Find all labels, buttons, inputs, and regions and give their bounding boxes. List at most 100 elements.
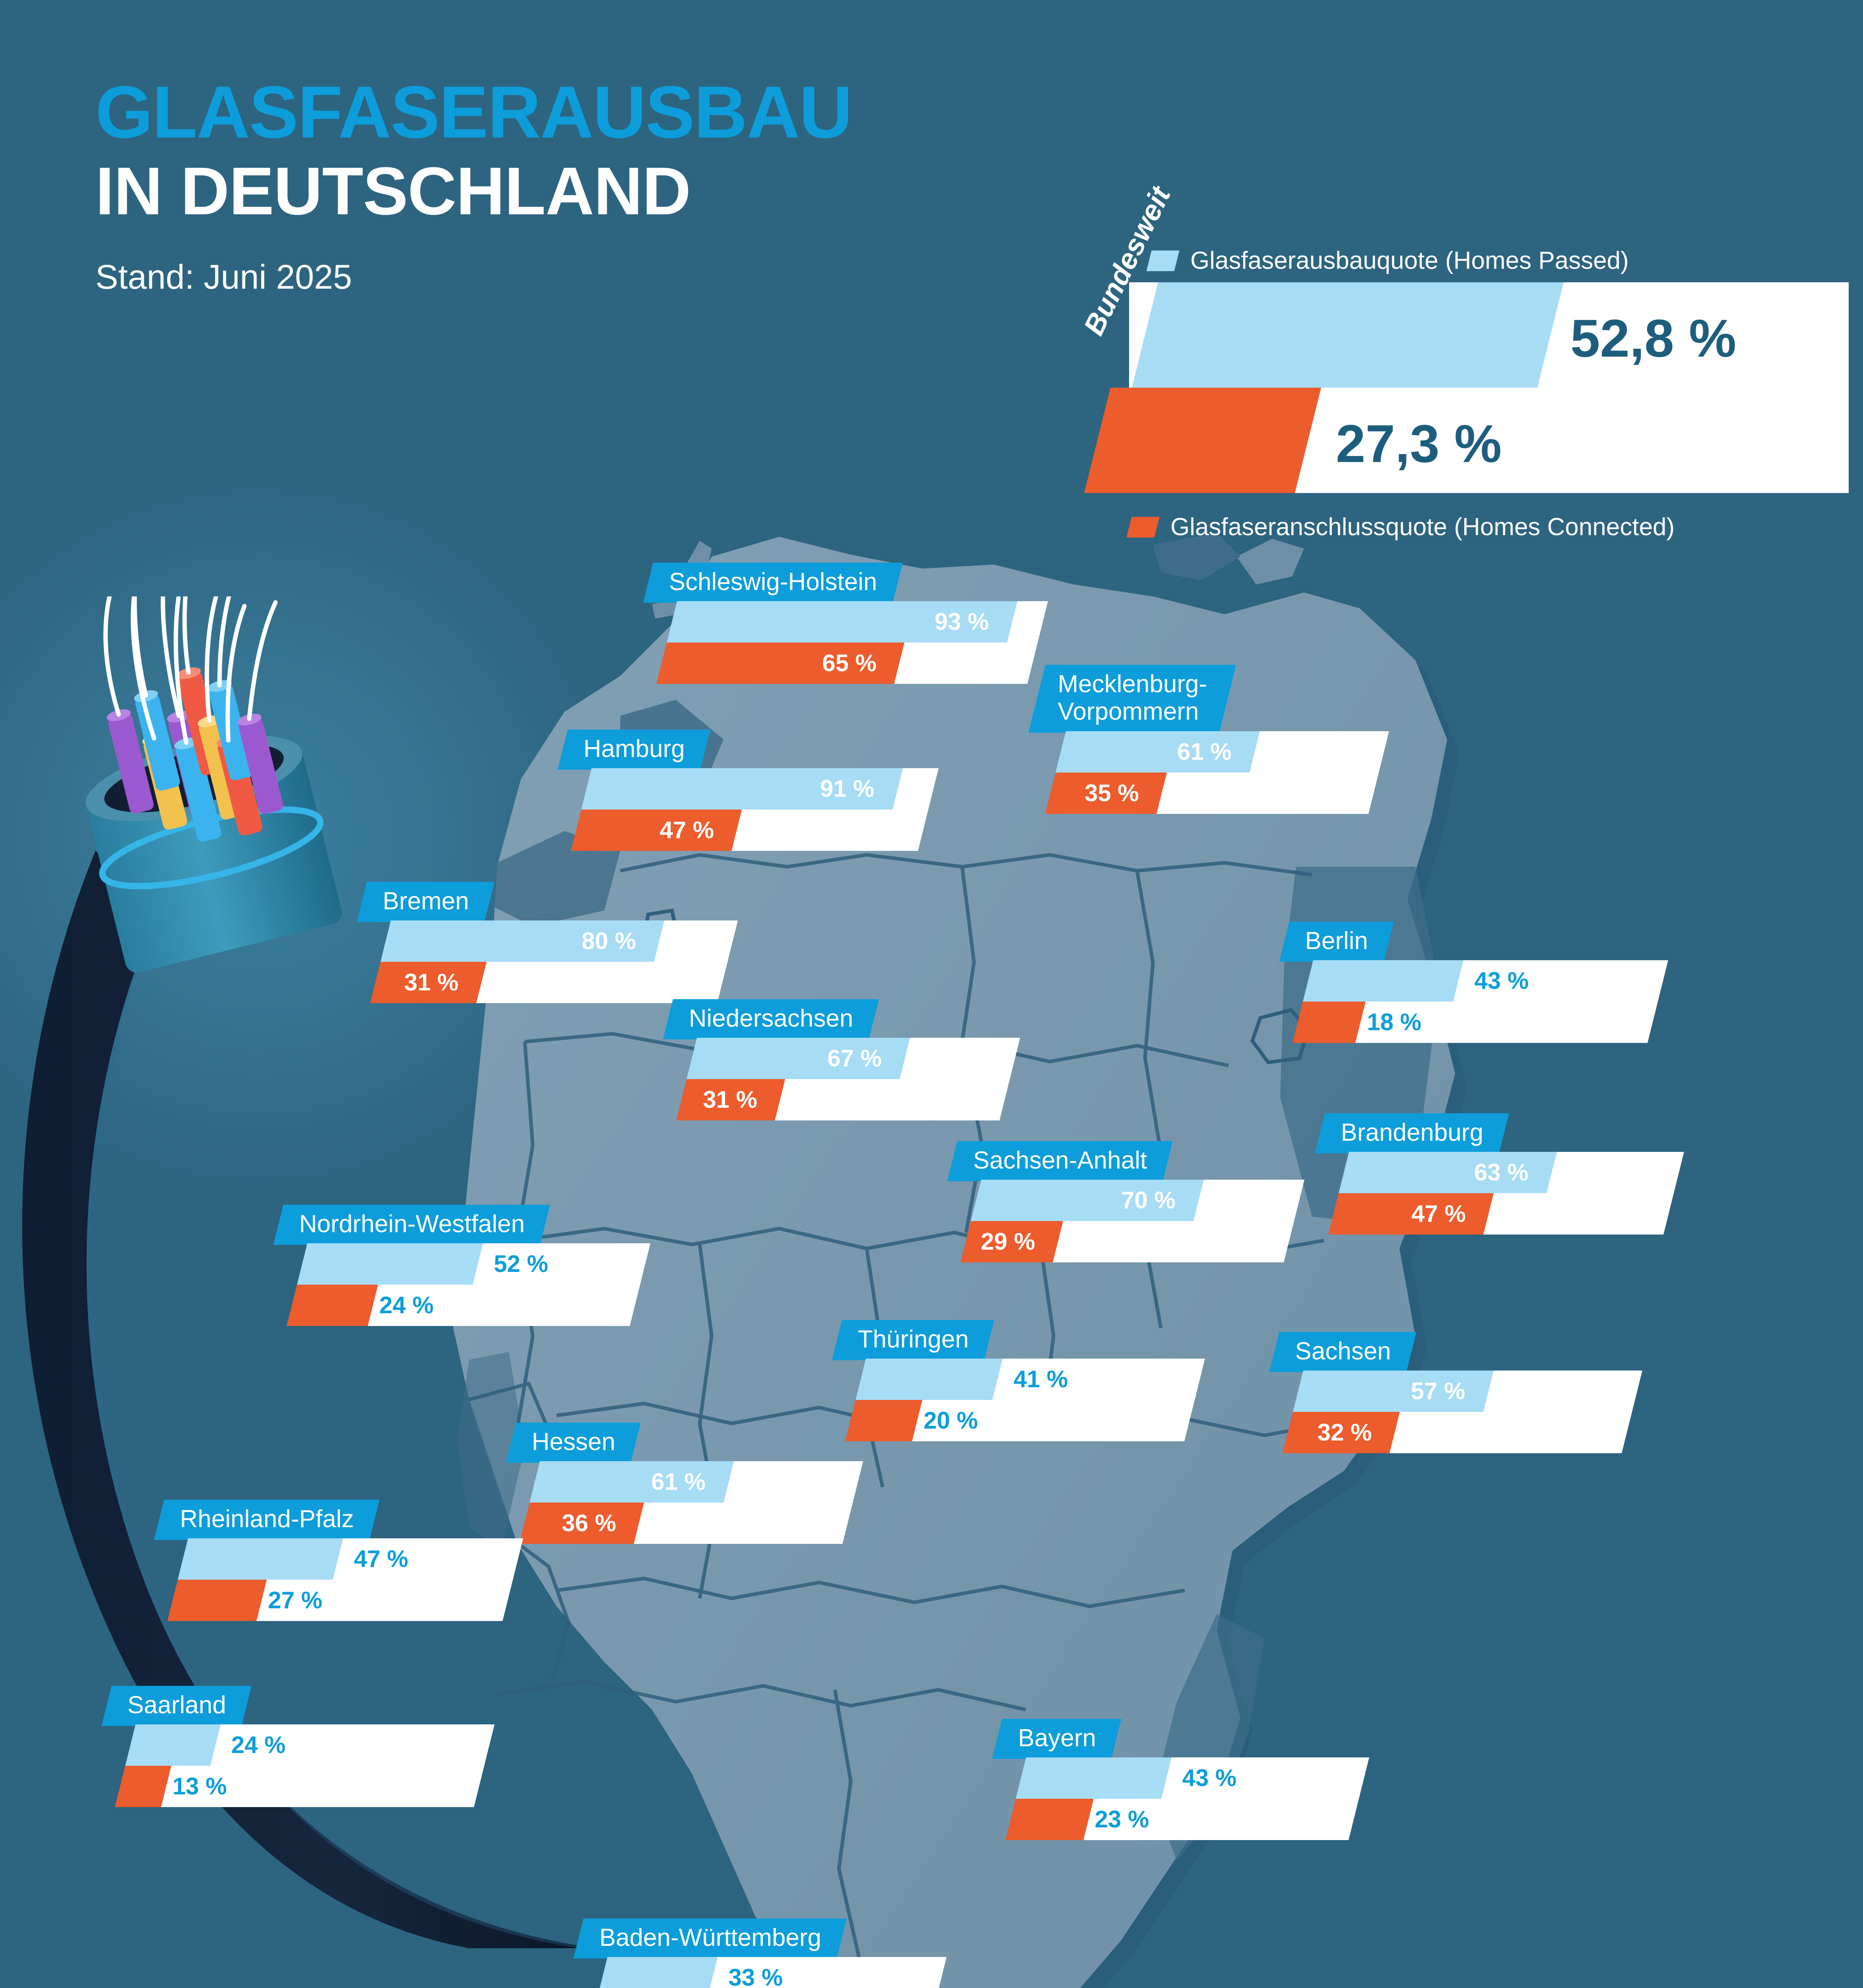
- state-bar-homes-connected: [571, 810, 742, 851]
- state-card[interactable]: Bayern 43 % 23 %: [992, 1719, 1407, 1840]
- state-card-title: Berlin: [1279, 922, 1394, 962]
- state-card-title-label: Sachsen: [1295, 1338, 1391, 1365]
- state-value-homes-connected: 31 %: [703, 1086, 757, 1113]
- fiber-optic-cable-illustration: [0, 538, 652, 1948]
- state-card-title-label: Berlin: [1305, 927, 1368, 955]
- legend-homes-passed-label: Glasfaserausbauquote (Homes Passed): [1190, 247, 1629, 274]
- state-value-homes-connected: 65 %: [822, 650, 877, 677]
- state-card-title: Baden-Württemberg: [573, 1918, 847, 1959]
- fiber-cable-svg: [22, 538, 596, 1948]
- state-value-homes-connected: 27 %: [268, 1587, 322, 1614]
- state-value-homes-passed: 91 %: [820, 775, 875, 802]
- national-value-homes-connected: 27,3 %: [1336, 414, 1502, 474]
- state-card[interactable]: Bremen 80 % 31 %: [357, 882, 775, 1004]
- state-value-homes-passed: 93 %: [934, 608, 989, 635]
- state-card-title-label: Thüringen: [858, 1326, 969, 1353]
- state-value-homes-passed: 70 %: [1121, 1187, 1176, 1214]
- state-card-bars: 33 %15 %: [592, 1957, 984, 1988]
- state-value-homes-passed: 47 %: [354, 1545, 408, 1573]
- page-subtitle: Stand: Juni 2025: [95, 258, 352, 296]
- state-card-bars: 41 % 20 %: [845, 1359, 1242, 1442]
- state-card[interactable]: Sachsen 57 % 32 %: [1269, 1332, 1680, 1454]
- state-card-bars: 80 % 31 %: [370, 920, 775, 1004]
- state-value-homes-connected: 32 %: [1317, 1419, 1372, 1446]
- state-card-title-label: Schleswig-Holstein: [669, 568, 877, 596]
- map-shade-west: [457, 1352, 525, 1551]
- state-card-title-label: Baden-Württemberg: [599, 1924, 821, 1951]
- header-block: GLASFASERAUSBAU IN DEUTSCHLAND Stand: Ju…: [95, 76, 852, 297]
- state-card-title-label: Hamburg: [583, 735, 685, 763]
- state-value-homes-connected: 23 %: [1095, 1806, 1149, 1833]
- state-value-homes-passed: 33 %: [728, 1964, 783, 1988]
- state-card-title: Nordrhein-Westfalen: [273, 1205, 551, 1245]
- state-value-homes-connected: 24 %: [379, 1292, 434, 1319]
- state-value-homes-passed: 80 %: [582, 928, 636, 955]
- state-card-title-label: Sachsen-Anhalt: [973, 1147, 1147, 1174]
- state-card[interactable]: Berlin 43 % 18 %: [1279, 922, 1706, 1043]
- state-value-homes-passed: 41 %: [1013, 1366, 1068, 1393]
- state-value-homes-connected: 31 %: [404, 969, 459, 996]
- state-value-homes-connected: 35 %: [1085, 779, 1139, 806]
- state-bar-homes-passed: [597, 1957, 718, 1988]
- national-value-homes-passed: 52,8 %: [1570, 309, 1737, 368]
- state-card-bars: 52 % 24 %: [287, 1243, 688, 1326]
- state-card-bars: 70 % 29 %: [961, 1180, 1342, 1263]
- state-value-homes-connected: 47 %: [660, 817, 714, 844]
- state-card[interactable]: Nordrhein-Westfalen 52 % 24 %: [273, 1205, 688, 1326]
- national-summary-panel: Glasfaserausbauquote (Homes Passed) 52,8…: [978, 182, 1853, 565]
- state-card[interactable]: Thüringen 41 % 20 %: [832, 1320, 1242, 1442]
- fiber-tubes: [107, 667, 283, 842]
- state-card-bars: 63 % 47 %: [1328, 1152, 1721, 1235]
- map-landmass: [453, 537, 1455, 1988]
- state-card-title-label: Nordrhein-Westfalen: [299, 1210, 525, 1238]
- state-bar-homes-connected: [1292, 1002, 1366, 1043]
- state-card-bars: 57 % 32 %: [1283, 1371, 1680, 1454]
- state-value-homes-passed: 61 %: [1177, 738, 1232, 765]
- state-card[interactable]: Mecklenburg- Vorpommern 61 % 35 %: [1028, 665, 1426, 814]
- state-card-title-label: Niedersachsen: [689, 1005, 854, 1032]
- state-value-homes-passed: 61 %: [651, 1468, 706, 1495]
- state-bar-homes-passed: [1016, 1757, 1172, 1799]
- state-value-homes-passed: 67 %: [827, 1045, 882, 1072]
- state-card-title-label: Mecklenburg- Vorpommern: [1058, 670, 1207, 726]
- state-card[interactable]: Brandenburg 63 % 47 %: [1315, 1113, 1721, 1235]
- state-card-bars: 61 % 36 %: [519, 1461, 900, 1544]
- page-title-line2: IN DEUTSCHLAND: [95, 153, 691, 229]
- state-bar-homes-passed: [125, 1724, 221, 1766]
- state-value-homes-passed: 43 %: [1182, 1765, 1237, 1792]
- national-bar-homes-passed: [1131, 282, 1564, 388]
- state-card-title: Niedersachsen: [663, 999, 879, 1040]
- state-card-title: Mecklenburg- Vorpommern: [1028, 665, 1236, 733]
- state-card[interactable]: Schleswig-Holstein 93 % 65 %: [643, 563, 1085, 684]
- state-card-bars: 91 % 47 %: [571, 768, 976, 851]
- state-card-title: Brandenburg: [1315, 1113, 1509, 1154]
- state-card-title: Sachsen-Anhalt: [947, 1141, 1173, 1182]
- state-card[interactable]: Saarland 24 % 13 %: [101, 1686, 532, 1807]
- legend-homes-connected: Glasfaseranschlussquote (Homes Connected…: [1126, 513, 1675, 541]
- state-bar-homes-connected: [1005, 1799, 1094, 1840]
- state-card-title-label: Brandenburg: [1341, 1119, 1483, 1146]
- state-card-title: Schleswig-Holstein: [643, 563, 903, 603]
- state-card[interactable]: Sachsen-Anhalt 70 % 29 %: [947, 1141, 1342, 1263]
- state-card-bars: 93 % 65 %: [656, 601, 1085, 684]
- map-coast-dark-nw: [493, 831, 620, 926]
- state-card-title: Hessen: [506, 1423, 641, 1463]
- map-island-ruegen: [1236, 539, 1304, 584]
- state-card[interactable]: Niedersachsen 67 % 31 %: [663, 999, 1058, 1121]
- state-card-bars: 61 % 35 %: [1045, 731, 1426, 814]
- map-island-foehr: [652, 598, 678, 619]
- state-bar-homes-passed: [856, 1359, 1003, 1400]
- state-card-title: Saarland: [101, 1686, 252, 1726]
- state-bar-homes-connected: [167, 1580, 267, 1621]
- state-card-title-label: Rheinland-Pfalz: [180, 1505, 354, 1533]
- legend-swatch-homes-passed-icon: [1146, 250, 1180, 271]
- legend-homes-passed: Glasfaserausbauquote (Homes Passed): [1146, 247, 1629, 275]
- state-card[interactable]: Baden-Württemberg 33 %15 %: [573, 1918, 984, 1988]
- cable-body: [22, 851, 596, 1948]
- state-card[interactable]: Hessen 61 % 36 %: [506, 1423, 900, 1544]
- state-card[interactable]: Hamburg 91 % 47 %: [557, 730, 976, 851]
- state-card[interactable]: Rheinland-Pfalz 47 % 27 %: [154, 1500, 561, 1621]
- state-card-bars: 43 % 18 %: [1292, 960, 1706, 1043]
- state-value-homes-passed: 52 %: [494, 1250, 548, 1277]
- state-card-bars: 67 % 31 %: [676, 1038, 1058, 1121]
